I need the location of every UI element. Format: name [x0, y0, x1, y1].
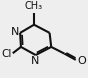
Text: N: N: [31, 56, 39, 66]
Text: N: N: [11, 27, 20, 38]
Text: O: O: [78, 56, 87, 66]
Text: CH₃: CH₃: [25, 1, 43, 11]
Text: Cl: Cl: [1, 49, 12, 59]
